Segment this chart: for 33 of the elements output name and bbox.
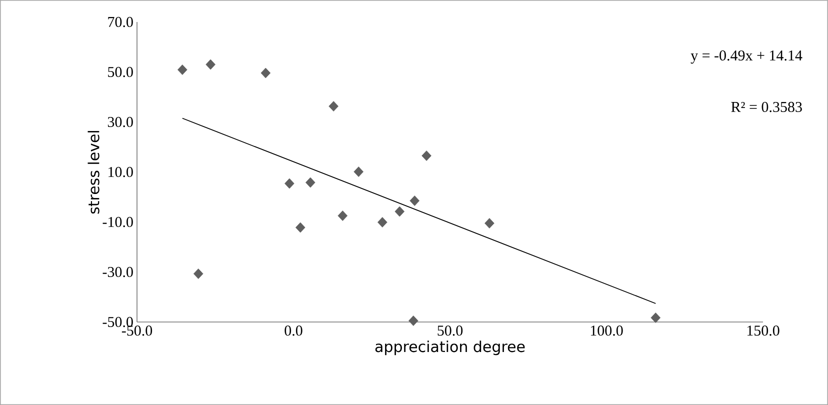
y-tick-label: 10.0 — [108, 166, 133, 178]
y-tick-label: -30.0 — [102, 266, 133, 278]
point — [408, 316, 418, 326]
point — [206, 59, 216, 70]
point — [410, 196, 420, 206]
x-tick-label: 0.0 — [284, 326, 302, 336]
point — [422, 150, 432, 161]
annotation: R² = 0.3583 — [731, 102, 802, 112]
point — [484, 218, 494, 228]
point — [328, 101, 338, 112]
point — [260, 68, 271, 78]
x-axis-title: appreciation degree — [375, 340, 525, 356]
x-tick-label: 100.0 — [590, 326, 623, 336]
point — [296, 222, 306, 233]
y-tick-label: 70.0 — [108, 16, 133, 28]
point — [306, 177, 316, 188]
y-tick-label: 30.0 — [108, 116, 133, 128]
point — [178, 64, 188, 75]
point — [378, 217, 388, 228]
point — [394, 206, 404, 217]
x-tick-label: 50.0 — [438, 326, 463, 336]
annotation: y = -0.49x + 14.14 — [690, 50, 802, 64]
point — [338, 210, 348, 221]
y-tick-label: 50.0 — [108, 66, 133, 78]
y-axis-title: stress level — [88, 131, 100, 214]
x-tick-label: 150.0 — [747, 326, 780, 336]
y-tick-label: -10.0 — [102, 216, 133, 228]
point — [193, 268, 204, 279]
x-tick-label: -50.0 — [122, 326, 152, 336]
point — [354, 166, 364, 177]
point — [284, 178, 294, 189]
point — [650, 312, 661, 323]
y-tick-label: -50.0 — [102, 316, 133, 328]
